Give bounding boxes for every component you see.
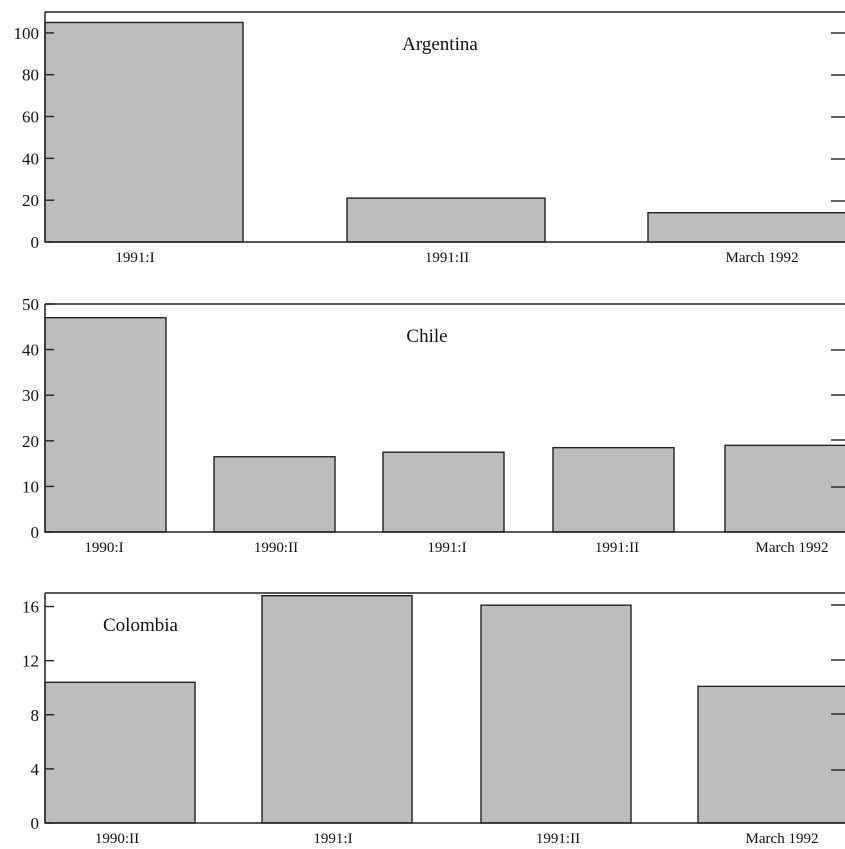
y-tick-label: 16 (22, 598, 39, 617)
panel-title: Colombia (103, 615, 179, 636)
y-tick-label: 4 (31, 760, 40, 779)
panel-colombia: 0 4 8 12 16 1990:II 1991:I 1991:II March 1992 Col… (22, 592, 845, 847)
bar-1990-ii (213, 456, 336, 533)
y-tick-label: 0 (31, 233, 40, 252)
bar-1990-ii (44, 681, 196, 824)
bar-march-1992 (647, 212, 845, 243)
x-tick-label: March 1992 (756, 540, 829, 556)
panel-title: Argentina (402, 34, 478, 55)
bar-1991-ii (346, 197, 546, 243)
x-tick-label: 1991:II (536, 831, 580, 847)
bar-1991-ii (552, 446, 675, 533)
y-tick-label: 80 (22, 66, 39, 85)
bar-1991-i (382, 451, 505, 533)
x-tick-label: 1990:I (84, 540, 123, 556)
panel-chile: 0 10 20 30 40 50 1990:I 1990:II 1991:I 1991:II Mar… (22, 295, 845, 556)
bar-1990-i (44, 316, 167, 533)
y-tick-label: 100 (14, 24, 40, 43)
y-tick-label: 40 (22, 341, 39, 360)
y-tick-label: 20 (22, 432, 39, 451)
y-tick-label: 50 (22, 295, 39, 314)
x-tick-label: 1991:I (115, 250, 154, 266)
bar-1991-i (44, 21, 244, 243)
y-tick-label: 10 (22, 477, 39, 496)
y-tick-label: 40 (22, 149, 39, 168)
y-tick-label: 20 (22, 191, 39, 210)
x-tick-label: March 1992 (726, 250, 799, 266)
x-tick-label: 1991:II (425, 250, 469, 266)
y-tick-label: 12 (22, 652, 39, 671)
bar-1991-i (261, 595, 413, 824)
bar-march-1992 (697, 685, 845, 824)
bar-march-1992 (724, 444, 845, 533)
x-tick-label: 1990:II (254, 540, 298, 556)
x-tick-label: 1991:I (313, 831, 352, 847)
y-tick-label: 8 (31, 706, 40, 725)
bar-1991-ii (480, 604, 632, 824)
x-tick-label: March 1992 (746, 831, 819, 847)
y-tick-label: 0 (31, 523, 40, 542)
y-tick-label: 0 (31, 814, 40, 833)
x-tick-label: 1990:II (95, 831, 139, 847)
x-tick-label: 1991:II (595, 540, 639, 556)
panel-title: Chile (406, 326, 447, 347)
x-tick-label: 1991:I (427, 540, 466, 556)
y-tick-label: 60 (22, 108, 39, 127)
y-tick-label: 30 (22, 386, 39, 405)
panel-argentina: 0 20 40 60 80 100 1991:I 1991:II March 1992 Argen… (14, 11, 845, 266)
